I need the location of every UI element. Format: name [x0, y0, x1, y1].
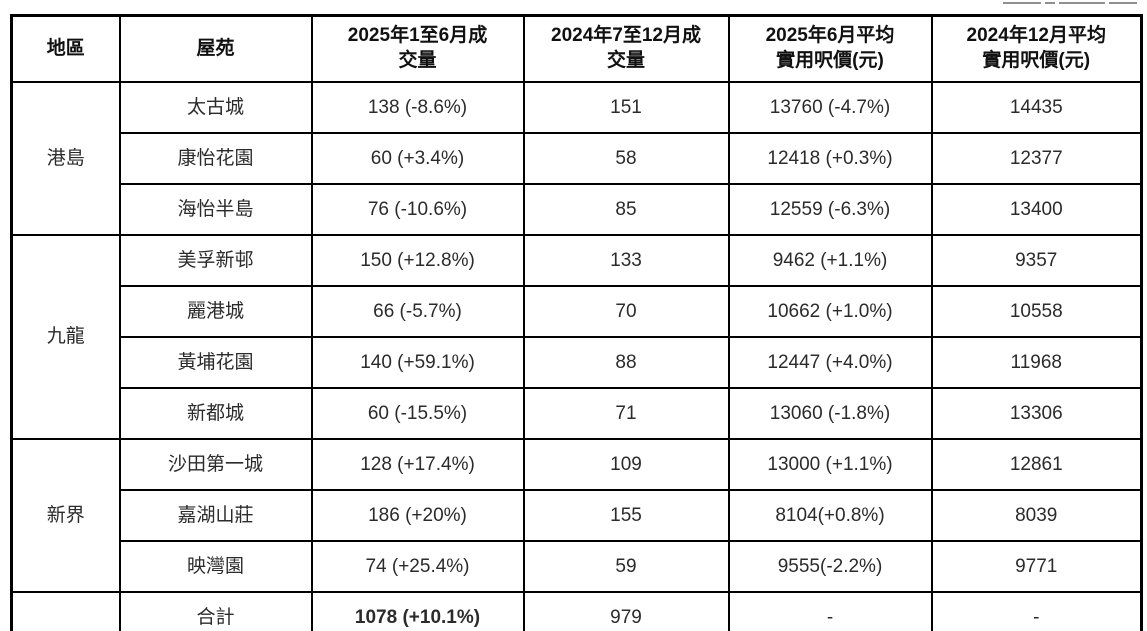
- total-price-2024-cell: -: [930, 591, 1143, 631]
- price-2025-cell: 10662 (+1.0%): [727, 285, 933, 338]
- table-row: 嘉湖山莊 186 (+20%) 155 8104(+0.8%) 8039: [12, 489, 1143, 542]
- col-header-region: 地區: [10, 14, 121, 83]
- vol-2024-cell: 70: [522, 285, 730, 338]
- vol-2025-cell: 60 (-15.5%): [310, 387, 525, 440]
- vol-2025-cell: 128 (+17.4%): [310, 438, 525, 491]
- total-vol-2025-cell: 1078 (+10.1%): [310, 591, 525, 631]
- price-2024-cell: 9357: [930, 234, 1143, 287]
- table-row: 黃埔花園 140 (+59.1%) 88 12447 (+4.0%) 11968: [12, 336, 1143, 389]
- vol-2024-cell: 151: [522, 81, 730, 134]
- region-cell-empty: [10, 591, 121, 631]
- col-header-price-2025: 2025年6月平均 實用呎價(元): [727, 14, 933, 83]
- price-2025-cell: 8104(+0.8%): [727, 489, 933, 542]
- cropped-text-fragment: [1001, 1, 1141, 5]
- price-2025-cell: 12447 (+4.0%): [727, 336, 933, 389]
- price-2024-cell: 12861: [930, 438, 1143, 491]
- estate-cell: 美孚新邨: [118, 234, 313, 287]
- vol-2025-cell: 150 (+12.8%): [310, 234, 525, 287]
- estate-cell: 嘉湖山莊: [118, 489, 313, 542]
- vol-2025-cell: 60 (+3.4%): [310, 132, 525, 185]
- table-row: 麗港城 66 (-5.7%) 70 10662 (+1.0%) 10558: [12, 285, 1143, 338]
- estate-cell: 新都城: [118, 387, 313, 440]
- price-2024-cell: 13306: [930, 387, 1143, 440]
- vol-2024-cell: 133: [522, 234, 730, 287]
- price-2024-cell: 9771: [930, 540, 1143, 593]
- region-cell-hk-island: 港島: [10, 81, 121, 236]
- vol-2025-cell: 138 (-8.6%): [310, 81, 525, 134]
- price-2025-cell: 13060 (-1.8%): [727, 387, 933, 440]
- table-row: 康怡花園 60 (+3.4%) 58 12418 (+0.3%) 12377: [12, 132, 1143, 185]
- vol-2025-cell: 76 (-10.6%): [310, 183, 525, 236]
- vol-2024-cell: 71: [522, 387, 730, 440]
- vol-2024-cell: 155: [522, 489, 730, 542]
- vol-2025-cell: 74 (+25.4%): [310, 540, 525, 593]
- estate-cell: 沙田第一城: [118, 438, 313, 491]
- table-row: 新界 沙田第一城 128 (+17.4%) 109 13000 (+1.1%) …: [10, 438, 1143, 593]
- vol-2025-cell: 140 (+59.1%): [310, 336, 525, 389]
- estate-cell: 麗港城: [118, 285, 313, 338]
- estate-cell: 太古城: [118, 81, 313, 134]
- price-2025-cell: 12559 (-6.3%): [727, 183, 933, 236]
- price-2024-cell: 13400: [930, 183, 1143, 236]
- price-2024-cell: 11968: [930, 336, 1143, 389]
- table-row: 九龍 美孚新邨 150 (+12.8%) 133 9462 (+1.1%) 93…: [10, 234, 1143, 440]
- table-row: 港島 太古城 138 (-8.6%) 151 13760 (-4.7%) 144…: [10, 81, 1143, 236]
- price-2025-cell: 12418 (+0.3%): [727, 132, 933, 185]
- total-vol-2024-cell: 979: [522, 591, 730, 631]
- price-2024-cell: 8039: [930, 489, 1143, 542]
- vol-2024-cell: 85: [522, 183, 730, 236]
- estate-cell: 映灣園: [118, 540, 313, 593]
- col-header-price-2024: 2024年12月平均 實用呎價(元): [930, 14, 1143, 83]
- total-row: 合計 1078 (+10.1%) 979 - -: [10, 591, 1143, 631]
- vol-2024-cell: 58: [522, 132, 730, 185]
- estate-cell: 黃埔花園: [118, 336, 313, 389]
- estate-cell: 海怡半島: [118, 183, 313, 236]
- estate-transactions-table: 地區 屋苑 2025年1至6月成 交量 2024年7至12月成 交量 2025年…: [10, 14, 1143, 631]
- vol-2024-cell: 109: [522, 438, 730, 491]
- table-row: 新都城 60 (-15.5%) 71 13060 (-1.8%) 13306: [12, 387, 1143, 440]
- price-2024-cell: 10558: [930, 285, 1143, 338]
- col-header-estate: 屋苑: [118, 14, 313, 83]
- estate-cell: 康怡花園: [118, 132, 313, 185]
- region-cell-new-territories: 新界: [10, 438, 121, 593]
- vol-2024-cell: 88: [522, 336, 730, 389]
- price-2025-cell: 13760 (-4.7%): [727, 81, 933, 134]
- price-2024-cell: 14435: [930, 81, 1143, 134]
- col-header-vol-2024: 2024年7至12月成 交量: [522, 14, 730, 83]
- table-row: 映灣園 74 (+25.4%) 59 9555(-2.2%) 9771: [12, 540, 1143, 593]
- table-row: 海怡半島 76 (-10.6%) 85 12559 (-6.3%) 13400: [12, 183, 1143, 236]
- region-cell-kowloon: 九龍: [10, 234, 121, 440]
- col-header-vol-2025: 2025年1至6月成 交量: [310, 14, 525, 83]
- vol-2024-cell: 59: [522, 540, 730, 593]
- price-2025-cell: 9462 (+1.1%): [727, 234, 933, 287]
- price-2025-cell: 9555(-2.2%): [727, 540, 933, 593]
- vol-2025-cell: 186 (+20%): [310, 489, 525, 542]
- price-2024-cell: 12377: [930, 132, 1143, 185]
- total-price-2025-cell: -: [727, 591, 933, 631]
- header-row: 地區 屋苑 2025年1至6月成 交量 2024年7至12月成 交量 2025年…: [10, 14, 1143, 83]
- price-2025-cell: 13000 (+1.1%): [727, 438, 933, 491]
- vol-2025-cell: 66 (-5.7%): [310, 285, 525, 338]
- total-label-cell: 合計: [118, 591, 313, 631]
